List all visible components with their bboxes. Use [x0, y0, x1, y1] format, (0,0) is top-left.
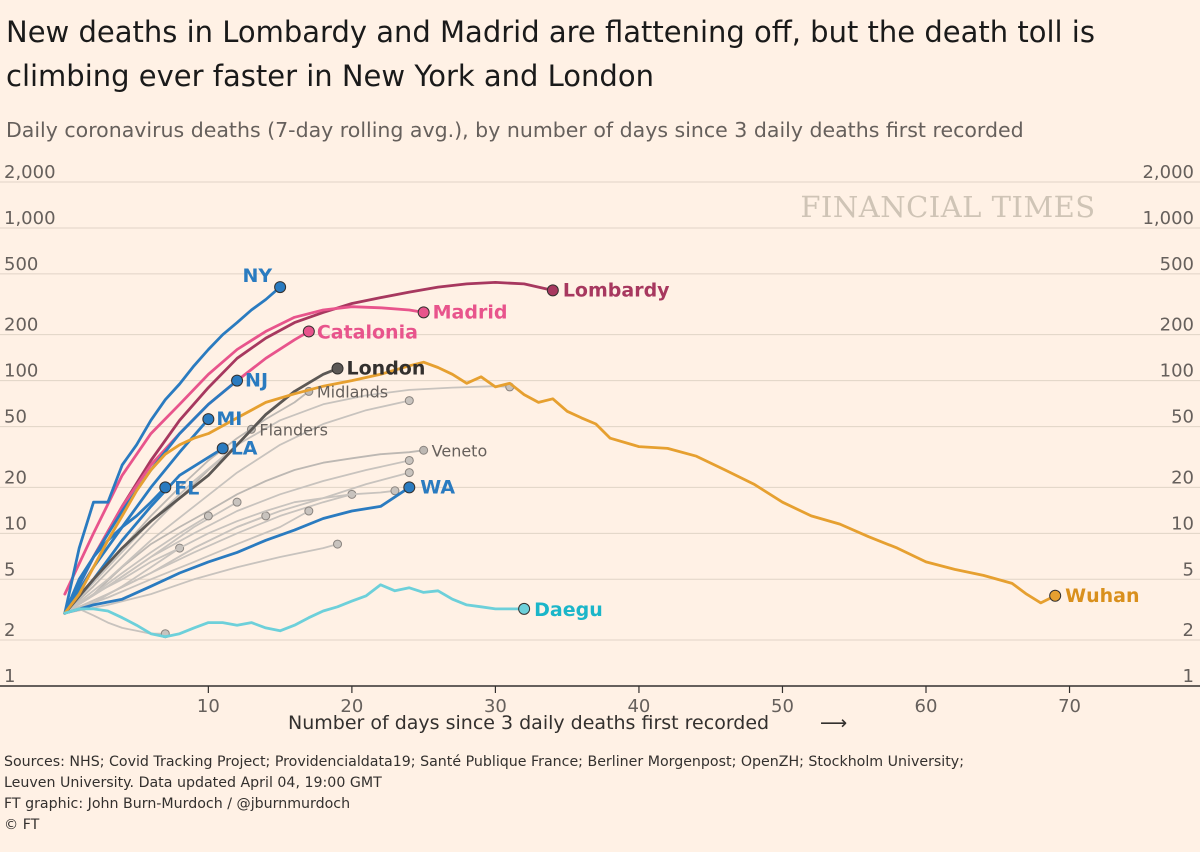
grid-layer: 1 1 2 2 5 5 10 10 20 20 50 50 100 100 200 200 500 500 1,00… [0, 162, 1200, 717]
series-endpoint-mi [202, 413, 215, 426]
series-line-wa [63, 485, 411, 615]
series-label-london: London [347, 358, 426, 380]
series-line-other-region [63, 489, 396, 615]
x-tick-label: 40 [627, 696, 650, 717]
series-endpoint-other-region [232, 497, 242, 507]
series-label-veneto: Veneto [432, 441, 488, 460]
series-endpoint-madrid [417, 306, 430, 319]
y-tick-label-right: 100 [1160, 361, 1194, 382]
series-line-other-region [63, 543, 339, 615]
x-tick-label: 50 [771, 696, 794, 717]
series-endpoint-other-region [304, 506, 314, 516]
series-endpoint-wa [403, 481, 416, 494]
series-label-wa: WA [420, 476, 455, 498]
series-endpoint-london [331, 362, 344, 375]
series-line-wuhan [63, 360, 1057, 615]
series-endpoint-other-region [203, 511, 213, 521]
y-tick-label-left: 50 [4, 407, 27, 428]
y-tick-label-right: 1 [1183, 666, 1194, 687]
y-tick-label-right: 50 [1171, 407, 1194, 428]
series-line-other-region [63, 399, 411, 615]
series-layer [63, 280, 1062, 639]
y-tick-label-left: 2 [4, 620, 15, 641]
series-label-flanders: Flanders [259, 420, 328, 439]
series-line-fl [63, 485, 167, 615]
sources-line-2: Leuven University. Data updated April 04… [4, 775, 382, 791]
series-endpoint-la [216, 442, 229, 455]
series-endpoint-nj [231, 374, 244, 387]
series-line-veneto [63, 449, 425, 615]
copyright-line: © FT [4, 817, 40, 833]
series-label-madrid: Madrid [433, 301, 508, 323]
series-label-ny: NY [242, 265, 272, 287]
series-line-other-region [63, 608, 167, 635]
y-tick-label-right: 200 [1160, 315, 1194, 336]
series-endpoint-other-region [390, 486, 400, 496]
y-tick-label-left: 100 [4, 361, 38, 382]
credit-line: FT graphic: John Burn-Murdoch / @jburnmu… [4, 796, 351, 812]
series-endpoint-catalonia [302, 325, 315, 338]
x-tick-label: 70 [1058, 696, 1081, 717]
series-line-daegu [63, 583, 526, 639]
y-tick-label-right: 500 [1160, 254, 1194, 275]
y-tick-label-left: 1,000 [4, 208, 56, 229]
series-label-fl: FL [174, 477, 199, 499]
series-endpoint-other-region [261, 511, 271, 521]
label-layer: Midlands Flanders Veneto Lombardy Madrid Cata… [174, 265, 1139, 621]
y-tick-label-right: 2 [1183, 620, 1194, 641]
series-endpoint-other-region [404, 396, 414, 406]
series-endpoint-daegu [518, 602, 531, 615]
series-line-lombardy [63, 280, 555, 615]
x-tick-label: 60 [915, 696, 938, 717]
series-label-nj: NJ [245, 370, 268, 392]
y-tick-label-left: 200 [4, 315, 38, 336]
x-tick-label: 10 [197, 696, 220, 717]
series-endpoint-ny [274, 281, 287, 294]
y-tick-label-left: 5 [4, 559, 15, 580]
series-line-other-region [63, 510, 310, 615]
series-label-mi: MI [216, 408, 242, 430]
x-axis-arrow: ⟶ [820, 712, 848, 734]
sources-block: Sources: NHS; Covid Tracking Project; Pr… [4, 752, 1194, 836]
series-label-lombardy: Lombardy [563, 279, 670, 301]
y-tick-label-left: 20 [4, 467, 27, 488]
y-tick-label-left: 500 [4, 254, 38, 275]
series-label-catalonia: Catalonia [317, 321, 418, 343]
series-line-ny [63, 285, 282, 615]
series-line-other-region [63, 515, 267, 615]
chart-title: New deaths in Lombardy and Madrid are fl… [6, 15, 1095, 93]
x-tick-label: 30 [484, 696, 507, 717]
sources-line-1: Sources: NHS; Covid Tracking Project; Pr… [4, 754, 964, 770]
y-tick-label-left: 1 [4, 666, 15, 687]
series-endpoint-other-region [404, 468, 414, 478]
series-line-london [63, 367, 339, 615]
series-endpoint-other-region [333, 539, 343, 549]
series-label-midlands: Midlands [317, 382, 388, 401]
y-tick-label-left: 2,000 [4, 162, 56, 183]
series-line-madrid [63, 305, 426, 596]
series-endpoint-other-region [404, 455, 414, 465]
series-endpoint-lombardy [546, 284, 559, 297]
x-tick-label: 20 [340, 696, 363, 717]
y-tick-label-right: 2,000 [1142, 162, 1194, 183]
ft-watermark: FINANCIAL TIMES [800, 190, 1095, 224]
y-tick-label-right: 5 [1183, 559, 1194, 580]
series-endpoint-wuhan [1049, 589, 1062, 602]
y-tick-label-right: 20 [1171, 467, 1194, 488]
y-tick-label-left: 10 [4, 513, 27, 534]
y-tick-label-right: 10 [1171, 513, 1194, 534]
y-tick-label-right: 1,000 [1142, 208, 1194, 229]
series-endpoint-veneto [419, 445, 429, 455]
series-endpoint-fl [159, 481, 172, 494]
series-label-la: LA [231, 437, 258, 459]
series-label-daegu: Daegu [534, 599, 603, 621]
series-label-wuhan: Wuhan [1065, 585, 1139, 607]
chart-svg: 1 1 2 2 5 5 10 10 20 20 50 50 100 100 200 200 500 500 1,00… [0, 162, 1200, 717]
chart-subtitle: Daily coronavirus deaths (7-day rolling … [6, 118, 1024, 142]
x-axis-label: Number of days since 3 daily deaths firs… [288, 712, 770, 734]
